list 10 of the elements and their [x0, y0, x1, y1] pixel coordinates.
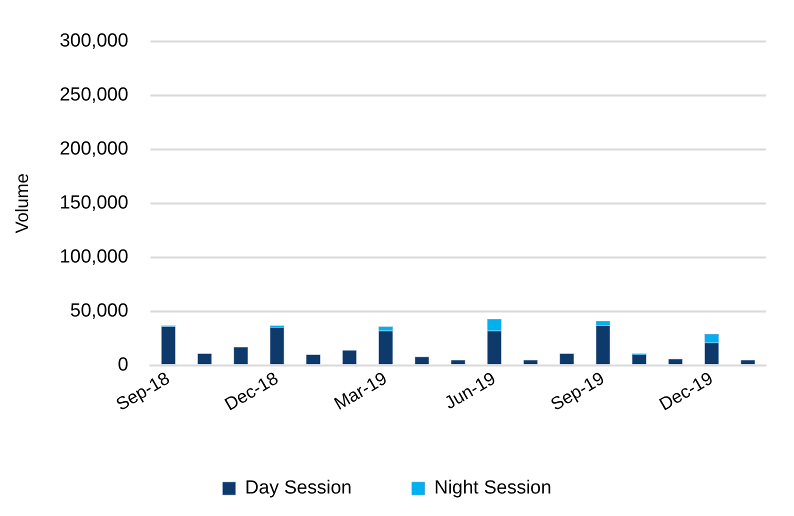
- y-tick-label: 150,000: [60, 192, 128, 214]
- y-tick-label: 250,000: [60, 84, 128, 106]
- y-tick-label: 0: [118, 354, 128, 376]
- y-tick-label: 100,000: [60, 246, 128, 268]
- y-axis-title: Volume: [12, 173, 32, 234]
- y-tick-label: 50,000: [70, 300, 128, 322]
- legend-label: Night Session: [434, 478, 552, 499]
- legend-label: Day Session: [245, 478, 352, 499]
- y-tick-label: 300,000: [60, 30, 128, 52]
- y-tick-label: 200,000: [60, 138, 128, 160]
